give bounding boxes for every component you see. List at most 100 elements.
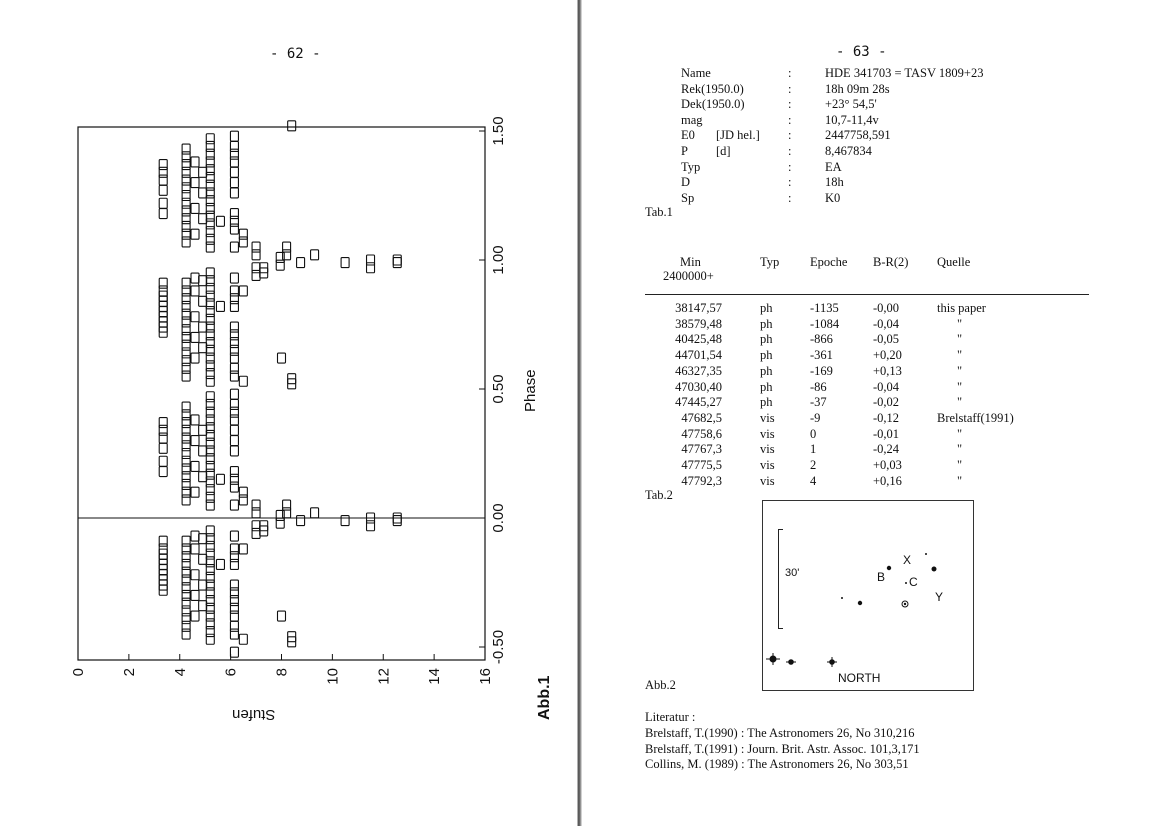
data-point xyxy=(205,202,215,214)
data-point xyxy=(181,478,191,491)
data-point xyxy=(287,373,297,385)
data-point xyxy=(287,631,297,643)
data-point xyxy=(181,151,191,163)
tab1-label: P xyxy=(681,144,688,158)
tab2-cell: " xyxy=(957,395,963,410)
data-point xyxy=(181,551,191,563)
data-point xyxy=(205,625,215,638)
tab2-cell: 47030,40 xyxy=(675,379,722,394)
tab1-label: Typ xyxy=(681,159,701,174)
tab2-cell: -86 xyxy=(810,379,827,394)
data-point xyxy=(181,205,191,217)
data-point xyxy=(205,210,215,222)
data-point xyxy=(181,424,191,436)
data-point xyxy=(365,262,376,274)
tab2-cell: " xyxy=(957,316,963,331)
tab2-cell: +0,16 xyxy=(873,473,902,488)
data-point xyxy=(181,293,191,305)
stars xyxy=(766,553,937,667)
data-point xyxy=(181,143,191,155)
data-point xyxy=(181,174,191,186)
data-point xyxy=(205,602,215,614)
data-point xyxy=(190,285,200,297)
data-point xyxy=(181,220,191,233)
tab2-cell: -0,24 xyxy=(873,442,900,457)
data-point xyxy=(205,156,215,168)
x-tick-label: 16 xyxy=(477,668,494,685)
data-point xyxy=(205,533,215,545)
col-header-min: Min xyxy=(680,255,701,269)
data-point xyxy=(282,499,292,511)
data-point xyxy=(251,249,261,261)
data-point xyxy=(158,416,168,429)
data-point xyxy=(205,226,215,238)
finder-chart: 30' X B C Y NORTH xyxy=(762,500,974,691)
data-point xyxy=(205,453,215,465)
tab2-cell: this paper xyxy=(937,301,986,315)
tab1-sep: : xyxy=(788,128,792,143)
data-point xyxy=(205,610,215,622)
data-point xyxy=(190,352,200,364)
plot-frame xyxy=(77,126,486,661)
tab2-cell: -0,00 xyxy=(873,301,900,315)
tab1-label: D xyxy=(681,175,691,190)
data-point xyxy=(205,484,215,496)
data-point xyxy=(198,295,208,307)
data-point xyxy=(229,424,239,436)
data-point xyxy=(229,587,239,599)
data-point xyxy=(238,486,248,498)
data-point xyxy=(229,130,239,142)
tab2-cell: " xyxy=(957,473,963,488)
data-point xyxy=(198,213,208,225)
tab2-cell: +0,20 xyxy=(873,348,902,363)
x-tick-label: 0 xyxy=(70,668,87,676)
data-point xyxy=(158,543,168,555)
data-point xyxy=(181,463,191,475)
data-point xyxy=(229,300,239,312)
data-point xyxy=(251,262,261,274)
tab2-cell: ph xyxy=(760,395,773,410)
page-number-left: - 62 - xyxy=(270,46,321,62)
figure-caption-abb1: Abb.1 xyxy=(536,675,553,720)
data-point xyxy=(181,228,191,240)
data-point xyxy=(205,140,215,153)
data-point xyxy=(205,468,215,480)
data-point xyxy=(198,342,208,354)
tab2-cell: ph xyxy=(760,332,773,347)
data-point xyxy=(259,262,269,274)
data-point xyxy=(275,509,285,521)
x-tick-label: 12 xyxy=(375,668,392,685)
tab2-cell: -0,12 xyxy=(873,410,900,425)
data-point xyxy=(181,316,191,328)
col-header-quelle: Quelle xyxy=(937,255,971,269)
tab2-cell: " xyxy=(957,442,963,457)
data-point xyxy=(205,233,215,245)
data-point xyxy=(229,177,239,189)
data-point xyxy=(181,416,191,429)
data-point xyxy=(215,558,225,570)
col-header-br: B-R(2) xyxy=(873,255,909,269)
tab1-value: EA xyxy=(825,159,842,174)
page-number-right: - 63 - xyxy=(836,44,887,60)
data-point xyxy=(181,197,191,209)
tab2-cell: -1084 xyxy=(810,316,840,331)
data-point xyxy=(229,646,239,658)
data-point xyxy=(392,515,402,527)
data-point xyxy=(205,499,215,511)
data-point xyxy=(190,228,200,240)
data-point xyxy=(190,311,200,323)
data-point xyxy=(238,285,248,297)
data-point xyxy=(181,620,191,632)
data-point xyxy=(158,174,168,186)
x-tick-label: 14 xyxy=(426,668,443,685)
data-point xyxy=(229,223,239,235)
data-point xyxy=(275,251,285,263)
data-point xyxy=(229,473,239,485)
tab1-label: Dek(1950.0) xyxy=(681,97,745,112)
tab1-sep: : xyxy=(788,66,792,80)
data-point xyxy=(198,445,208,457)
y-tick-label: 0.00 xyxy=(490,503,507,532)
tab2-cell: " xyxy=(957,379,963,394)
data-point xyxy=(205,429,215,441)
tab2-cell: 1 xyxy=(810,442,817,457)
